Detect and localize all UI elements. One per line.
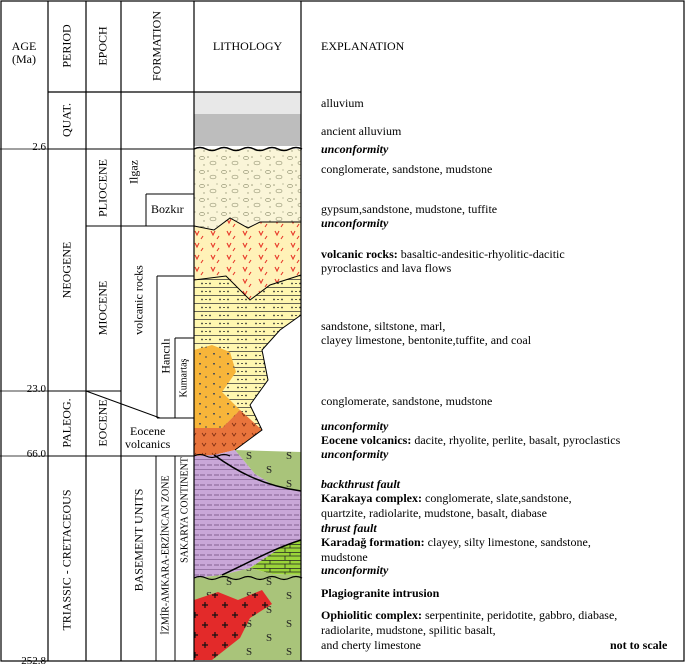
contact-line bbox=[234, 314, 302, 451]
karadag-term: Karadağ formation: bbox=[321, 535, 425, 549]
contact-line bbox=[193, 217, 301, 231]
age-unit-header: (Ma) bbox=[12, 52, 36, 66]
formation-ilgaz: Ilgaz bbox=[126, 160, 141, 184]
explanation-volcanic-rocks: volcanic rocks: basaltic-andesitic-rhyol… bbox=[321, 247, 565, 261]
age-tick: 2.6 bbox=[32, 141, 46, 153]
unconformity-line bbox=[193, 575, 303, 581]
period-quat: QUAT. bbox=[59, 102, 74, 138]
formation-eocene-volcanics-2: volcanics bbox=[125, 437, 171, 451]
formation-volcanic-rocks: volcanic rocks bbox=[131, 265, 146, 335]
explanation-backthrust: backthrust fault bbox=[321, 477, 401, 491]
period-header: PERIOD bbox=[59, 24, 74, 68]
explanation-unconformity: unconformity bbox=[321, 419, 389, 433]
explanation-unconformity: unconformity bbox=[321, 142, 389, 156]
explanation-plagiogranite: Plagiogranite intrusion bbox=[321, 586, 440, 600]
formation-header: FORMATION bbox=[149, 10, 164, 82]
alluvium-layer bbox=[194, 92, 301, 114]
karakaya-desc: conglomerate, slate,sandstone, bbox=[425, 491, 572, 505]
explanation-conglomerate-1: conglomerate, sandstone, mudstone bbox=[321, 162, 493, 176]
kumartas-layer bbox=[194, 345, 240, 430]
period-paleogene: PALEOG. bbox=[59, 398, 74, 448]
conglomerate-layer bbox=[194, 149, 301, 230]
age-tick: 252.8 bbox=[21, 655, 46, 667]
volcanic-rocks-term: volcanic rocks: bbox=[321, 247, 398, 261]
epoch-eocene: EOCENE bbox=[95, 399, 110, 447]
plagiogranite-intrusion bbox=[194, 590, 272, 660]
volcanic-rocks-layer bbox=[194, 218, 301, 300]
explanation-karadag-2: mudstone bbox=[321, 550, 368, 564]
explanation-ancient-alluvium: ancient alluvium bbox=[321, 124, 402, 138]
ophiolite-upper bbox=[235, 450, 301, 491]
explanation-karadag: Karadağ formation: clayey, silty limesto… bbox=[321, 535, 591, 549]
formation-izmir: İZMİR-AMKARA-ERZİNCAN ZONE bbox=[160, 475, 172, 635]
explanation-header: EXPLANATION bbox=[321, 39, 405, 53]
explanation-gypsum: gypsum,sandstone, mudstone, tuffite bbox=[321, 202, 498, 216]
not-to-scale-note: not to scale bbox=[610, 638, 668, 652]
explanation-volcanic-rocks-2: pyroclastics and lava flows bbox=[321, 261, 452, 275]
formation-kumartas: Kumartaş bbox=[178, 358, 190, 398]
karadag-layer bbox=[250, 540, 301, 575]
karadag-desc: clayey, silty limestone, sandstone, bbox=[427, 535, 591, 549]
explanation-unconformity: unconformity bbox=[321, 216, 389, 230]
age-tick: 66.0 bbox=[26, 448, 46, 460]
explanation-karakaya: Karakaya complex: conglomerate, slate,sa… bbox=[321, 491, 572, 505]
unconformity-line bbox=[193, 453, 231, 459]
eocene-volcanics-term: Eocene volcanics: bbox=[321, 433, 412, 447]
explanation-karakaya-2: quartzite, radiolarite, mudstone, basalt… bbox=[321, 506, 547, 520]
explanation-ophiolitic: Ophiolitic complex: serpentinite, perido… bbox=[321, 608, 617, 622]
ophiolitic-term: Ophiolitic complex: bbox=[321, 608, 422, 622]
lithology-header: LITHOLOGY bbox=[212, 39, 283, 53]
thrust-fault-line bbox=[221, 539, 302, 576]
backthrust-fault-line bbox=[213, 454, 302, 492]
explanation-eocene-volcanics: Eocene volcanics: dacite, rhyolite, perl… bbox=[321, 433, 620, 447]
explanation-unconformity: unconformity bbox=[321, 447, 389, 461]
eocene-volcanics-layer bbox=[194, 410, 262, 456]
explanation-alluvium: alluvium bbox=[321, 96, 364, 110]
contact-line bbox=[193, 274, 302, 301]
ancient-alluvium-layer bbox=[194, 114, 301, 146]
formation-sakarya: SAKARYA CONTINENT bbox=[179, 457, 191, 563]
formation-eocene-volcanics-1: Eocene bbox=[130, 424, 166, 438]
explanation-ophiolitic-2: radiolarite, mudstone, spilitic basalt, bbox=[321, 623, 496, 637]
ophiolitic-desc: serpentinite, peridotite, gabbro, diabas… bbox=[425, 608, 618, 622]
age-header: AGE bbox=[11, 39, 37, 53]
epoch-miocene: MIOCENE bbox=[95, 280, 110, 336]
volcanic-rocks-desc: basaltic-andesitic-rhyolitic-dacitic bbox=[400, 247, 565, 261]
age-tick: 23.0 bbox=[26, 383, 46, 395]
formation-basement-units: BASEMENT UNITS bbox=[131, 488, 146, 592]
explanation-sandstone-2: clayey limestone, bentonite,tuffite, and… bbox=[321, 333, 532, 347]
lithology-column bbox=[193, 92, 303, 660]
unconformity-line bbox=[193, 146, 303, 152]
period-triassic-cretaceous: TRIASSIC - CRETACEOUS bbox=[59, 489, 74, 631]
formation-bozkir: Bozkır bbox=[151, 202, 184, 216]
period-neogene: NEOGENE bbox=[59, 241, 74, 299]
explanation-conglomerate-2: conglomerate, sandstone, mudstone bbox=[321, 394, 493, 408]
epoch-header: EPOCH bbox=[95, 26, 110, 66]
karakaya-term: Karakaya complex: bbox=[321, 491, 422, 505]
explanation-unconformity: unconformity bbox=[321, 563, 389, 577]
explanation-thrust: thrust fault bbox=[321, 521, 377, 535]
epoch-pliocene: PLIOCENE bbox=[95, 159, 110, 217]
explanation-sandstone-1: sandstone, siltstone, marl, bbox=[321, 319, 446, 333]
eocene-volcanics-desc: dacite, rhyolite, perlite, basalt, pyroc… bbox=[414, 433, 621, 447]
formation-hancili: Hancılı bbox=[158, 338, 173, 374]
explanation-ophiolitic-3: and cherty limestone bbox=[321, 638, 421, 652]
karakaya-layer bbox=[194, 450, 301, 578]
